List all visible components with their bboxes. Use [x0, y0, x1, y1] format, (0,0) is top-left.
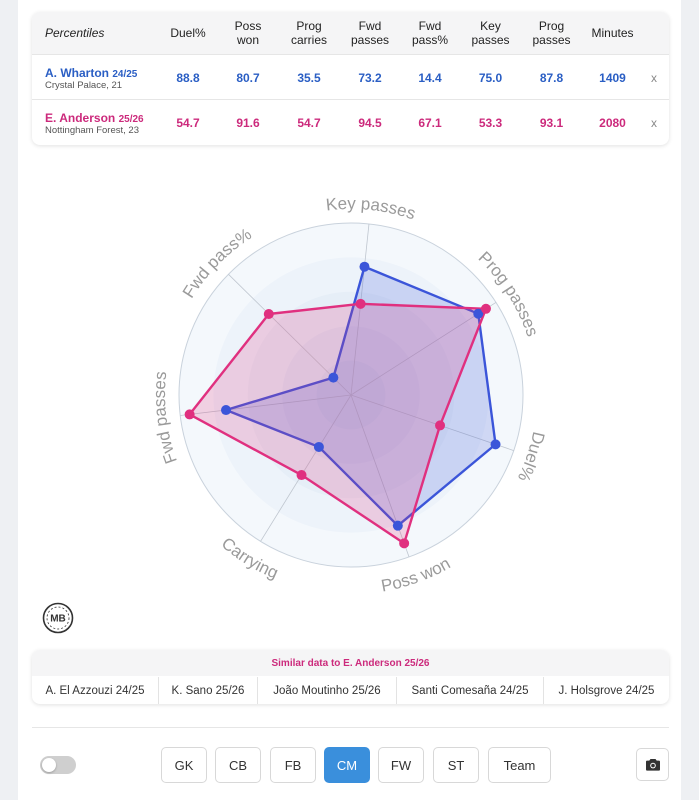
- player-season: 25/26: [118, 114, 144, 125]
- table-header: Percentiles Duel% Poss won Prog carries …: [32, 12, 669, 54]
- header-key-passes: Key passes: [471, 19, 510, 47]
- similar-player-item[interactable]: Santi Comesaña 24/25: [397, 677, 544, 704]
- header-fwd-passes: Fwd passes: [350, 19, 390, 47]
- value-duel-pct: 88.8: [176, 70, 200, 85]
- mb-logo-icon: MB: [42, 602, 74, 634]
- position-button-team[interactable]: Team: [488, 747, 551, 783]
- radar-point: [355, 298, 366, 309]
- radar-point: [490, 439, 501, 450]
- value-prog-carries: 54.7: [297, 115, 321, 130]
- value-fwd-pass-pct: 14.4: [418, 70, 442, 85]
- value-poss-won: 80.7: [236, 70, 260, 85]
- similar-players-panel: Similar data to E. Anderson 25/26 A. El …: [32, 650, 669, 704]
- value-minutes: 2080: [599, 115, 626, 130]
- radar-point: [435, 420, 446, 431]
- position-button-cb[interactable]: CB: [215, 747, 261, 783]
- value-minutes: 1409: [599, 70, 626, 85]
- value-key-passes: 75.0: [478, 70, 503, 85]
- position-button-fb[interactable]: FB: [270, 747, 316, 783]
- value-fwd-passes: 94.5: [358, 115, 382, 130]
- radar-point: [399, 538, 410, 549]
- camera-icon: [645, 758, 660, 771]
- header-poss-won: Poss won: [234, 19, 262, 47]
- similar-player-item[interactable]: J. Holsgrove 24/25: [558, 684, 655, 697]
- radar-series-2: [188, 302, 488, 545]
- header-prog-passes: Prog passes: [532, 19, 571, 47]
- table-row: E. Anderson 25/26 Nottingham Forest, 23 …: [32, 99, 669, 144]
- position-button-st[interactable]: ST: [433, 747, 479, 783]
- value-prog-passes: 93.1: [539, 115, 564, 130]
- position-button-fw[interactable]: FW: [378, 747, 424, 783]
- percentiles-table: Percentiles Duel% Poss won Prog carries …: [32, 12, 669, 145]
- radar-point: [473, 308, 484, 319]
- axis-label: Key passes: [325, 194, 418, 223]
- screenshot-button[interactable]: [636, 748, 669, 781]
- similar-player-item[interactable]: João Moutinho 25/26: [258, 677, 397, 704]
- toggle-knob: [42, 758, 56, 772]
- value-poss-won: 91.6: [236, 115, 260, 130]
- radar-spoke: [180, 394, 352, 416]
- radar-point: [480, 303, 491, 314]
- value-prog-passes: 87.8: [539, 70, 564, 85]
- radar-point: [184, 409, 195, 420]
- remove-player-button[interactable]: x: [651, 70, 657, 85]
- axis-label: Fwd passes: [150, 370, 181, 466]
- value-key-passes: 53.3: [478, 115, 503, 130]
- similar-player-item[interactable]: K. Sano 25/26: [159, 677, 258, 704]
- table-row: A. Wharton 24/25 Crystal Palace, 21 88.8…: [32, 54, 669, 99]
- position-button-cm[interactable]: CM: [324, 747, 370, 783]
- player-season: 24/25: [112, 69, 138, 80]
- value-duel-pct: 54.7: [176, 115, 200, 130]
- radar-point: [328, 372, 339, 383]
- similar-player-item[interactable]: A. El Azzouzi 24/25: [32, 677, 159, 704]
- radar-point: [359, 261, 370, 272]
- logo-text: MB: [50, 614, 66, 625]
- radar-spoke: [350, 302, 497, 396]
- value-fwd-pass-pct: 67.1: [418, 115, 442, 130]
- toggle-switch[interactable]: [40, 756, 76, 774]
- value-fwd-passes: 73.2: [358, 70, 382, 85]
- radar-point: [392, 520, 403, 531]
- player-name: E. Anderson 25/26: [45, 111, 144, 125]
- player-name: A. Wharton 24/25: [45, 66, 137, 80]
- position-button-gk[interactable]: GK: [161, 747, 207, 783]
- value-prog-carries: 35.5: [297, 70, 321, 85]
- similar-title: Similar data to E. Anderson 25/26: [32, 650, 669, 676]
- player-name-text: A. Wharton: [45, 66, 109, 80]
- radar-point: [220, 405, 231, 416]
- header-duel-pct: Duel%: [170, 26, 206, 40]
- header-percentiles: Percentiles: [45, 26, 105, 40]
- header-prog-carries: Prog carries: [290, 19, 327, 47]
- player-club: Crystal Palace, 21: [45, 80, 123, 91]
- page: Percentiles Duel% Poss won Prog carries …: [18, 0, 681, 800]
- player-name-text: E. Anderson: [45, 111, 116, 125]
- header-minutes: Minutes: [591, 26, 634, 40]
- player-club: Nottingham Forest, 23: [45, 125, 139, 136]
- radar-spoke: [350, 223, 370, 396]
- radar-point: [313, 441, 324, 452]
- divider: [32, 727, 669, 728]
- axis-label: Duel%: [514, 430, 548, 484]
- radar-point: [263, 309, 274, 320]
- remove-player-button[interactable]: x: [651, 115, 657, 130]
- radar-point: [296, 470, 307, 481]
- radar-spoke: [260, 394, 352, 542]
- header-fwd-pass-pct: Fwd pass%: [411, 19, 449, 47]
- radar-spoke: [350, 394, 514, 451]
